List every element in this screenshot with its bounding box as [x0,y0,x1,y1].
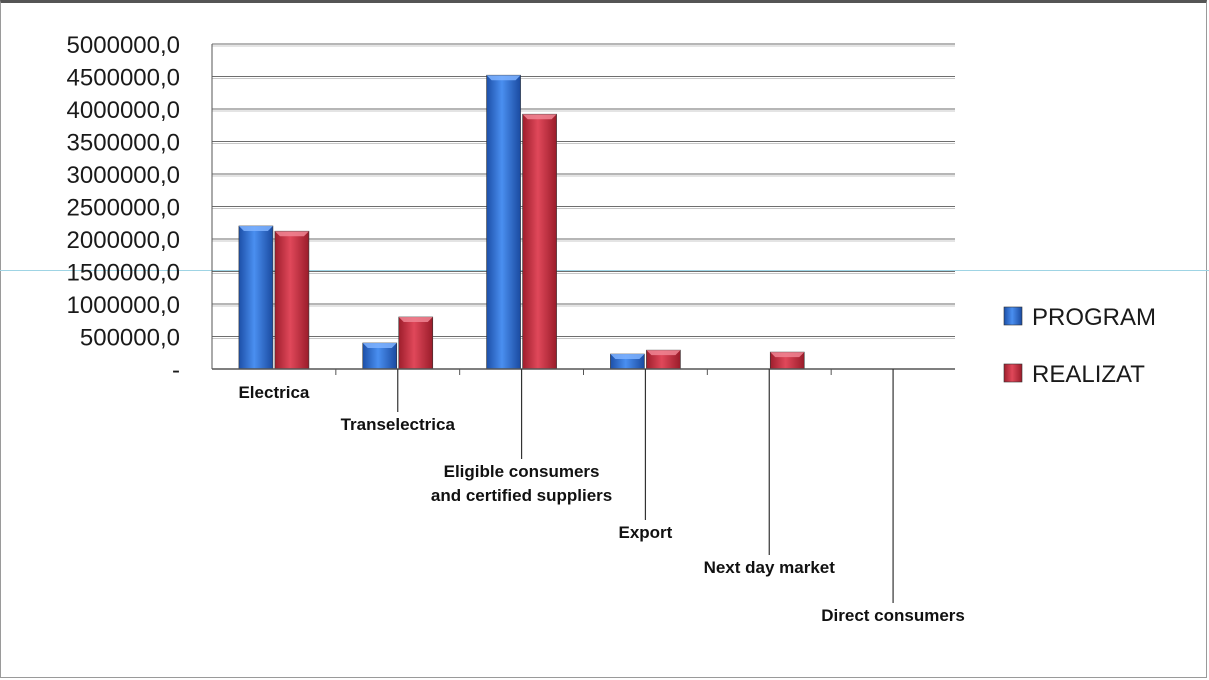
x-tick-label: Transelectrica [341,415,456,434]
y-tick-label: 1000000,0 [67,292,180,319]
bar-top-program [486,75,521,81]
bar-top-realizat [770,352,805,358]
y-tick-label: 3000000,0 [67,162,180,189]
bar-program [486,74,521,370]
x-axis: Electrica Transelectrica Eligible consumer… [212,368,965,625]
x-tick-label: Electrica [238,383,309,402]
bar-top-program [362,343,397,348]
x-tick-label: Export [618,523,672,542]
legend: PROGRAM REALIZAT [1003,304,1156,388]
legend-swatch-realizat [1003,363,1023,383]
y-axis: - 500000,0 1000000,0 1500000,0 2000000,0 2500… [67,32,213,384]
bar-top-program [610,354,645,360]
y-tick-label: 2000000,0 [67,227,180,254]
y-tick-label: 500000,0 [80,325,180,352]
y-tick-label: 4500000,0 [67,65,180,92]
bar-top-realizat [274,231,309,237]
x-tick-label: Eligible consumers [444,462,600,481]
gridlines [212,43,955,339]
y-tick-label: 4000000,0 [67,97,180,124]
bar-top-realizat [398,317,433,322]
y-tick-label: 1500000,0 [67,260,180,287]
x-tick-label: Direct consumers [821,606,965,625]
y-tick-label: 2500000,0 [67,195,180,222]
x-tick-label: and certified suppliers [431,486,612,505]
legend-swatch-program [1003,306,1023,326]
bar-realizat [522,113,557,370]
bar-top-realizat [522,114,557,120]
bars [238,74,805,370]
bar-realizat [274,230,310,370]
bar-program [238,225,274,370]
y-tick-label: 3500000,0 [67,130,180,157]
legend-label-program: PROGRAM [1032,304,1156,331]
x-tick-label: Next day market [704,558,836,577]
bar-top-program [238,226,273,231]
bar-top-realizat [646,350,681,356]
scan-artifact-line [0,270,1209,271]
y-tick-label: - [172,357,180,384]
bar-realizat [398,316,434,370]
y-tick-label: 5000000,0 [67,32,180,59]
legend-label-realizat: REALIZAT [1032,361,1145,388]
